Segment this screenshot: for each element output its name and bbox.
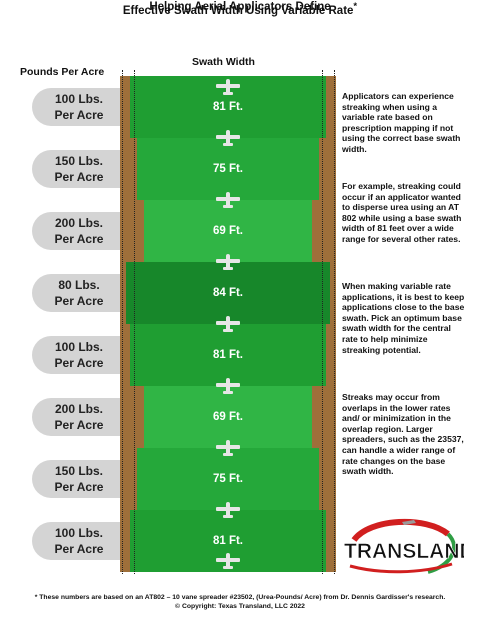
copyright: © Copyright: Texas Transland, LLC 2022	[175, 603, 305, 610]
rate-pill-6: 200 Lbs. Per Acre	[32, 398, 124, 436]
rate-pill-background	[32, 336, 124, 374]
airplane-icon	[215, 439, 241, 457]
rate-label: 200 Lbs. Per Acre	[40, 401, 118, 433]
swath-width-label: 84 Ft.	[212, 287, 244, 299]
swath-lane-6: 69 Ft.	[120, 386, 336, 448]
swath-lane-4: 84 Ft.	[120, 262, 336, 324]
swath-width-label: 75 Ft.	[212, 163, 244, 175]
rate-unit: Per Acre	[54, 418, 104, 432]
logo-wordmark: TRANSLAND	[344, 540, 464, 563]
swath-width-label: 81 Ft.	[212, 535, 244, 547]
airplane-icon	[215, 129, 241, 147]
note-paragraph-4: Streaks may occur from overlaps in the l…	[342, 392, 464, 477]
rate-unit: Per Acre	[54, 480, 104, 494]
dotted-line-outer-right	[334, 70, 335, 574]
swath-band: 75 Ft.	[136, 138, 320, 200]
transland-logo: TRANSLAND	[344, 518, 464, 574]
rate-amount: 200 Lbs.	[54, 402, 104, 416]
swath-width-label: 69 Ft.	[212, 411, 243, 423]
swath-lane-5: 81 Ft.	[120, 324, 336, 386]
rate-pill-4: 80 Lbs. Per Acre	[32, 274, 124, 312]
swath-band: 69 Ft.	[144, 200, 312, 262]
rate-label: 200 Lbs. Per Acre	[40, 215, 118, 247]
rate-amount: 150 Lbs.	[54, 464, 104, 478]
swath-width-label: 75 Ft.	[212, 473, 244, 485]
note-paragraph-1: Applicators can experience streaking whe…	[342, 91, 461, 154]
note-paragraph-2: For example, streaking could occur if an…	[342, 181, 462, 244]
swath-width-label: 69 Ft.	[212, 225, 243, 237]
logo-plane-icon	[402, 520, 416, 525]
rate-amount: 200 Lbs.	[54, 216, 104, 230]
swath-band: 84 Ft.	[126, 262, 330, 324]
title-line-2: Effective Swath Width Using Variable Rat…	[0, 0, 480, 18]
title-line-1: Helping Aerial Applicators Define	[149, 1, 331, 13]
rate-pill-1: 100 Lbs. Per Acre	[32, 88, 124, 126]
airplane-icon	[215, 315, 241, 333]
rate-unit: Per Acre	[54, 108, 104, 122]
swath-lane-2: 75 Ft.	[120, 138, 336, 200]
swath-band: 75 Ft.	[136, 448, 320, 510]
rate-amount: 150 Lbs.	[54, 154, 104, 168]
swath-width-header: Swath Width	[192, 56, 255, 68]
swath-lane-7: 75 Ft.	[120, 448, 336, 510]
title-asterisk: *	[353, 1, 358, 12]
pounds-per-acre-header: Pounds Per Acre	[20, 66, 105, 78]
rate-pill-8: 100 Lbs. Per Acre	[32, 522, 124, 560]
dotted-line-inner-right	[322, 70, 323, 574]
rate-unit: Per Acre	[54, 542, 104, 556]
swath-width-label: 81 Ft.	[212, 349, 244, 361]
rate-pill-background	[32, 460, 124, 498]
rate-pill-3: 200 Lbs. Per Acre	[32, 212, 124, 250]
airplane-icon	[215, 191, 241, 209]
airplane-icon	[215, 78, 241, 96]
rate-pill-7: 150 Lbs. Per Acre	[32, 460, 124, 498]
airplane-icon	[215, 501, 241, 519]
swath-lane-3: 69 Ft.	[120, 200, 336, 262]
swath-band: 69 Ft.	[144, 386, 312, 448]
rate-unit: Per Acre	[54, 232, 104, 246]
rate-unit: Per Acre	[54, 356, 104, 370]
title-line-2-text: Effective Swath Width Using Variable Rat…	[122, 4, 354, 17]
logo-red-swoosh	[351, 518, 450, 543]
rate-unit: Per Acre	[54, 294, 104, 308]
dotted-line-inner-left	[134, 70, 135, 574]
rate-pill-background	[32, 150, 124, 188]
rate-amount: 100 Lbs.	[54, 92, 104, 106]
rate-unit: Per Acre	[54, 170, 104, 184]
rate-pill-background	[32, 212, 124, 250]
rate-amount: 80 Lbs.	[58, 278, 100, 292]
rate-label: 150 Lbs. Per Acre	[40, 153, 118, 185]
rate-pill-background	[32, 398, 124, 436]
rate-pill-background	[32, 522, 124, 560]
swath-band: 81 Ft.	[129, 324, 327, 386]
rate-pill-5: 100 Lbs. Per Acre	[32, 336, 124, 374]
rate-amount: 100 Lbs.	[54, 526, 104, 540]
airplane-icon	[215, 253, 241, 271]
airplane-icon	[215, 377, 241, 395]
rate-label: 100 Lbs. Per Acre	[40, 91, 118, 123]
dotted-line-outer-left	[122, 70, 123, 574]
rate-pill-background	[32, 88, 124, 126]
rate-label: 100 Lbs. Per Acre	[40, 525, 118, 557]
swath-width-label: 81 Ft.	[212, 101, 244, 113]
rate-label: 150 Lbs. Per Acre	[40, 463, 118, 495]
airplane-icon	[215, 552, 241, 570]
footnote: * These numbers are based on an AT802 – …	[34, 594, 446, 601]
rate-pill-background	[32, 274, 124, 312]
logo-underline	[349, 562, 453, 574]
rate-label: 80 Lbs. Per Acre	[40, 277, 118, 309]
rate-label: 100 Lbs. Per Acre	[40, 339, 118, 371]
note-paragraph-3: When making variable rate applications, …	[342, 281, 465, 355]
rate-amount: 100 Lbs.	[54, 340, 104, 354]
rate-pill-2: 150 Lbs. Per Acre	[32, 150, 124, 188]
